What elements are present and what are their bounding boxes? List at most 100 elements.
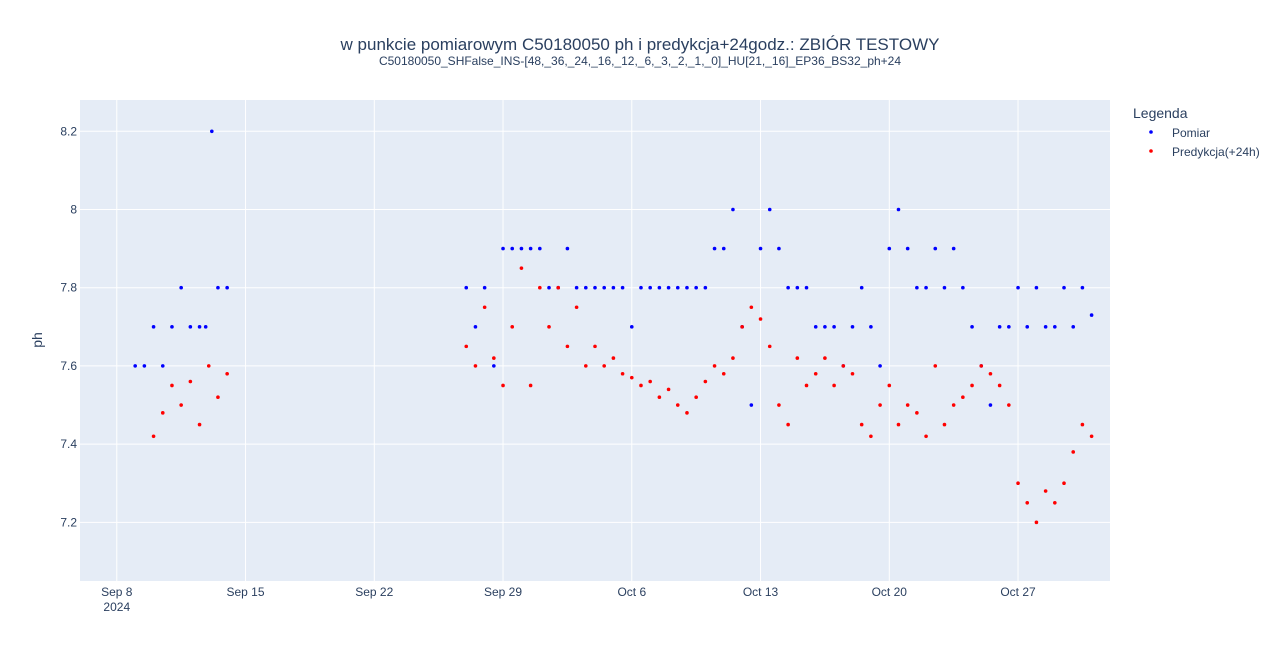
data-point <box>786 422 790 427</box>
data-point <box>565 344 570 349</box>
data-point <box>942 285 947 290</box>
data-point <box>961 395 965 400</box>
data-point <box>731 207 735 212</box>
data-point <box>574 305 579 310</box>
data-point <box>160 411 165 415</box>
data-point <box>1025 500 1030 505</box>
data-point <box>749 305 754 310</box>
data-point <box>473 364 478 368</box>
data-point <box>547 285 551 290</box>
data-point <box>1053 325 1057 329</box>
data-point <box>492 356 496 360</box>
data-point <box>519 266 524 270</box>
data-point <box>951 403 956 407</box>
data-point <box>657 395 662 400</box>
x-tick-label: Sep 15 <box>227 585 265 599</box>
grid-lines <box>80 100 1110 581</box>
data-point <box>896 422 901 427</box>
data-point <box>629 325 634 329</box>
data-point <box>823 356 827 360</box>
data-point <box>675 285 680 290</box>
x-tick-label: Oct 27 <box>1000 585 1036 599</box>
data-point <box>203 325 208 329</box>
y-axis-title: ph <box>29 332 45 348</box>
data-point <box>905 246 910 251</box>
data-point <box>611 285 616 290</box>
data-point <box>758 317 763 321</box>
legend-item-pomiar[interactable]: Pomiar <box>1149 126 1210 140</box>
legend-marker-predykcja <box>1149 149 1153 153</box>
data-point <box>804 383 809 388</box>
y-tick-label: 7.6 <box>60 359 77 373</box>
data-point <box>694 285 698 290</box>
data-point <box>1062 285 1066 290</box>
data-point <box>538 246 542 251</box>
data-point <box>813 371 818 376</box>
data-point <box>859 422 864 427</box>
data-point <box>951 246 956 251</box>
data-point <box>924 434 928 439</box>
data-point <box>694 395 698 400</box>
data-point <box>970 325 974 329</box>
data-point <box>795 356 800 360</box>
data-point <box>933 364 938 368</box>
data-point <box>961 285 965 290</box>
chart-title: w punkcie pomiarowym C50180050 ph i pred… <box>340 35 940 54</box>
data-point <box>188 379 193 384</box>
data-point <box>869 434 873 439</box>
legend-item-predykcja[interactable]: Predykcja(+24h) <box>1149 145 1260 159</box>
data-point <box>216 285 220 290</box>
data-point <box>1025 325 1030 329</box>
data-point <box>712 364 717 368</box>
x-tick-label: Sep 22 <box>355 585 393 599</box>
data-point <box>510 246 515 251</box>
data-point <box>1089 313 1094 317</box>
data-point <box>510 325 515 329</box>
data-point <box>786 285 790 290</box>
x-tick-label: Oct 13 <box>743 585 779 599</box>
data-point <box>210 129 214 134</box>
data-point <box>602 364 606 368</box>
data-point <box>179 403 183 407</box>
data-point <box>547 325 551 329</box>
series-pomiar <box>133 129 1094 407</box>
data-point <box>1016 481 1020 486</box>
data-point <box>675 403 680 407</box>
legend-title: Legenda <box>1133 105 1188 121</box>
data-point <box>611 356 616 360</box>
data-point <box>197 325 202 329</box>
legend-label-pomiar: Pomiar <box>1172 126 1210 140</box>
data-point <box>1034 520 1039 525</box>
y-tick-label: 8 <box>70 202 77 216</box>
data-point <box>887 383 892 388</box>
data-point <box>584 364 588 368</box>
x-tick-label: Sep 29 <box>484 585 522 599</box>
data-point <box>556 285 561 290</box>
data-point <box>942 422 947 427</box>
data-point <box>1034 285 1039 290</box>
data-point <box>777 246 781 251</box>
data-point <box>703 379 708 384</box>
data-point <box>721 246 726 251</box>
y-axis: 7.2 7.4 7.6 7.8 8 8.2 <box>60 124 77 529</box>
data-point <box>620 371 625 376</box>
data-point <box>151 434 156 439</box>
data-point <box>777 403 781 407</box>
legend[interactable]: Legenda Pomiar Predykcja(+24h) <box>1133 105 1260 159</box>
data-point <box>988 403 993 407</box>
data-point <box>887 246 892 251</box>
data-point <box>767 207 772 212</box>
x-tick-label: Oct 6 <box>617 585 646 599</box>
data-point <box>878 403 882 407</box>
data-point <box>593 344 597 349</box>
data-point <box>832 325 836 329</box>
data-point <box>602 285 606 290</box>
data-point <box>1053 500 1057 505</box>
data-point <box>179 285 183 290</box>
data-point <box>629 375 634 380</box>
data-point <box>869 325 873 329</box>
series-predykcja <box>151 266 1094 525</box>
data-point <box>206 364 211 368</box>
data-point <box>997 325 1002 329</box>
x-tick-year-label: 2024 <box>103 600 130 614</box>
